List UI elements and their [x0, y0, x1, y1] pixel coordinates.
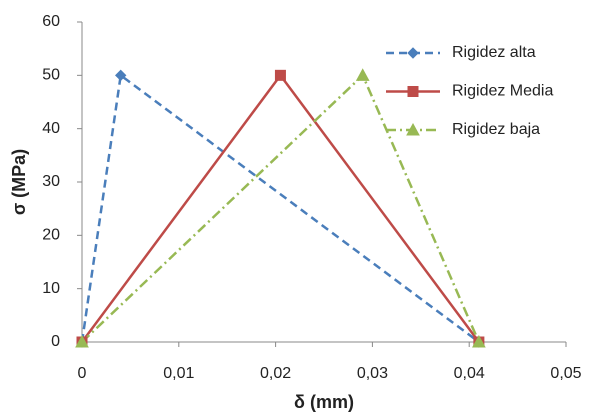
marker [355, 68, 370, 81]
marker [274, 69, 286, 81]
y-tick-label: 10 [42, 280, 60, 297]
x-axis-title: δ (mm) [294, 392, 354, 412]
series-line [80, 73, 480, 344]
y-tick-label: 0 [51, 333, 60, 350]
series-line [81, 73, 481, 343]
marker [75, 334, 89, 348]
y-tick-label: 60 [42, 13, 60, 30]
x-tick-label: 0,03 [357, 365, 388, 382]
y-tick-label: 50 [42, 67, 60, 84]
legend-label: Rigidez alta [452, 44, 536, 61]
x-tick-label: 0,02 [260, 365, 291, 382]
x-tick-label: 0 [78, 365, 87, 382]
legend-label: Rigidez baja [452, 121, 540, 138]
marker [407, 86, 419, 97]
y-tick-label: 40 [42, 120, 60, 137]
y-axis-title: σ (MPa) [9, 149, 29, 215]
y-tick-label: 30 [42, 173, 60, 190]
marker [472, 334, 486, 348]
x-tick-label: 0,04 [454, 365, 485, 382]
x-tick-label: 0,05 [550, 365, 581, 382]
marker [115, 69, 127, 82]
marker [407, 47, 419, 59]
series-line [80, 73, 480, 343]
legend-label: Rigidez Media [452, 83, 553, 100]
marker [406, 122, 420, 136]
y-tick-label: 20 [42, 227, 60, 244]
x-tick-label: 0,01 [163, 365, 194, 382]
